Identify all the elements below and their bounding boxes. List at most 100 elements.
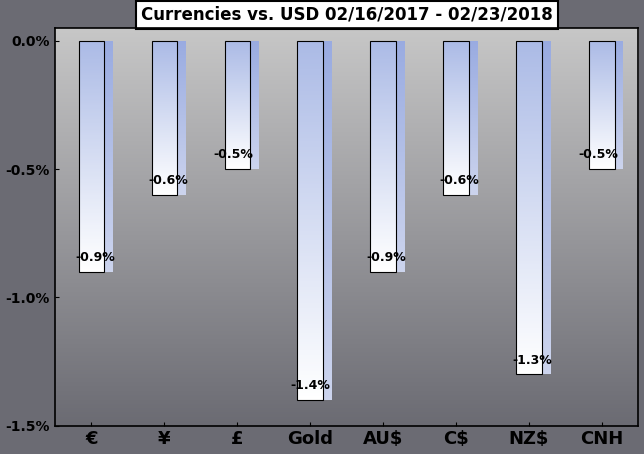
- Bar: [516, 369, 542, 371]
- Bar: [177, 103, 186, 104]
- Bar: [469, 174, 478, 175]
- Bar: [396, 256, 404, 257]
- Bar: [79, 43, 104, 44]
- Bar: [516, 83, 542, 84]
- Bar: [370, 73, 396, 74]
- Bar: [250, 84, 259, 85]
- Bar: [396, 105, 404, 107]
- Bar: [177, 112, 186, 113]
- Bar: [615, 113, 623, 114]
- Bar: [151, 181, 177, 182]
- Bar: [323, 57, 332, 59]
- Bar: [250, 136, 259, 137]
- Bar: [469, 62, 478, 63]
- Bar: [615, 149, 623, 150]
- Bar: [516, 141, 542, 143]
- Bar: [516, 64, 542, 66]
- Bar: [469, 186, 478, 187]
- Bar: [542, 241, 551, 242]
- Bar: [542, 284, 551, 286]
- Bar: [298, 98, 323, 100]
- Bar: [396, 108, 404, 109]
- Bar: [542, 69, 551, 71]
- Bar: [250, 123, 259, 124]
- Bar: [225, 49, 250, 50]
- Bar: [516, 51, 542, 52]
- Bar: [396, 246, 404, 247]
- Bar: [225, 48, 250, 49]
- Bar: [542, 154, 551, 156]
- Bar: [151, 139, 177, 140]
- Bar: [151, 132, 177, 133]
- Bar: [516, 179, 542, 181]
- Bar: [79, 251, 104, 252]
- Bar: [177, 68, 186, 69]
- Bar: [104, 158, 113, 160]
- Bar: [323, 233, 332, 235]
- Bar: [225, 93, 250, 94]
- Bar: [615, 91, 623, 92]
- Bar: [615, 63, 623, 64]
- Bar: [516, 156, 542, 158]
- Bar: [589, 52, 615, 53]
- Bar: [225, 87, 250, 88]
- Bar: [323, 278, 332, 280]
- Bar: [615, 111, 623, 112]
- Bar: [396, 43, 404, 44]
- Bar: [443, 193, 469, 194]
- Bar: [370, 128, 396, 130]
- Bar: [396, 195, 404, 197]
- Bar: [104, 236, 113, 237]
- Bar: [250, 75, 259, 76]
- Bar: [615, 78, 623, 79]
- Bar: [323, 395, 332, 396]
- Bar: [298, 88, 323, 89]
- Bar: [151, 179, 177, 180]
- Bar: [516, 333, 542, 334]
- Bar: [79, 215, 104, 216]
- Bar: [323, 368, 332, 370]
- Bar: [298, 252, 323, 254]
- Bar: [542, 57, 551, 59]
- Bar: [589, 86, 615, 87]
- Bar: [298, 46, 323, 48]
- Bar: [370, 101, 396, 102]
- Bar: [104, 231, 113, 232]
- Bar: [589, 91, 615, 92]
- Bar: [469, 146, 478, 147]
- Bar: [79, 167, 104, 168]
- Bar: [370, 188, 396, 190]
- Bar: [615, 114, 623, 115]
- Bar: [323, 242, 332, 244]
- Bar: [79, 81, 104, 82]
- Bar: [79, 104, 104, 105]
- Bar: [370, 152, 396, 153]
- Bar: [516, 194, 542, 196]
- Bar: [443, 56, 469, 57]
- Bar: [516, 86, 542, 88]
- Bar: [323, 340, 332, 342]
- Bar: [443, 120, 469, 121]
- Bar: [370, 222, 396, 223]
- Bar: [589, 166, 615, 167]
- Bar: [250, 98, 259, 99]
- Bar: [79, 42, 104, 43]
- Bar: [250, 68, 259, 69]
- Bar: [104, 242, 113, 243]
- Bar: [323, 94, 332, 96]
- Bar: [250, 144, 259, 145]
- Bar: [151, 80, 177, 81]
- Bar: [323, 167, 332, 168]
- Bar: [542, 297, 551, 299]
- Bar: [542, 358, 551, 359]
- Bar: [323, 357, 332, 359]
- Bar: [615, 58, 623, 59]
- Bar: [516, 123, 542, 124]
- Bar: [79, 175, 104, 176]
- Bar: [542, 249, 551, 251]
- Bar: [323, 385, 332, 387]
- Bar: [79, 107, 104, 108]
- Bar: [443, 107, 469, 108]
- Bar: [79, 221, 104, 222]
- Bar: [469, 88, 478, 89]
